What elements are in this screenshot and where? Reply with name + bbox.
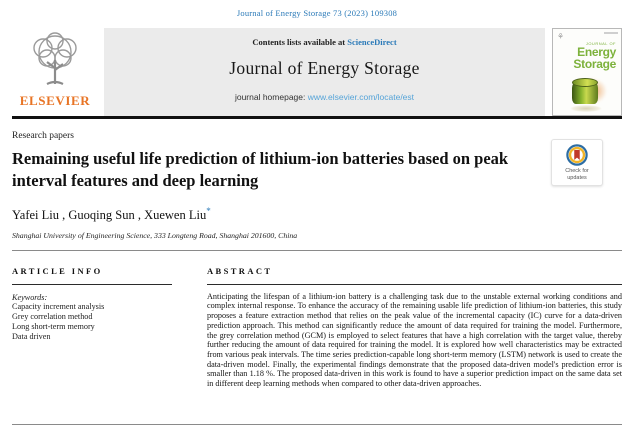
cover-issue-text	[604, 32, 618, 34]
authors-line: Yafei Liu , Guoqing Sun , Xuewen Liu*	[12, 206, 622, 223]
abstract-heading: ABSTRACT	[207, 265, 273, 276]
article-type-label: Research papers	[12, 131, 74, 141]
contents-lists-line: Contents lists available at ScienceDirec…	[104, 37, 545, 47]
check-for-updates-button[interactable]: Check for updates	[551, 139, 603, 186]
cover-journal-of-label: JOURNAL OF	[585, 41, 616, 46]
abstract-rule	[207, 283, 622, 285]
cover-publisher-icon: ⚘	[557, 32, 565, 41]
keyword-item: Grey correlation method	[12, 312, 93, 322]
elsevier-tree-icon	[33, 32, 77, 85]
article-info-heading: ARTICLE INFO	[12, 265, 103, 276]
homepage-url-link[interactable]: www.elsevier.com/locate/est	[307, 92, 415, 102]
homepage-prefix: journal homepage:	[234, 92, 308, 102]
corresponding-author-marker[interactable]: *	[206, 205, 211, 216]
author-names: Yafei Liu , Guoqing Sun , Xuewen Liu	[12, 207, 207, 222]
contents-lists-prefix: Contents lists available at	[252, 37, 348, 47]
keyword-item: Long short-term memory	[12, 322, 95, 332]
keywords-block: Keywords: Capacity increment analysis Gr…	[12, 293, 190, 342]
cover-title-line1: Energy	[577, 45, 616, 59]
title-block-divider	[12, 249, 622, 251]
page-bottom-divider	[12, 424, 622, 425]
paper-title: Remaining useful life prediction of lith…	[12, 149, 509, 191]
sciencedirect-link[interactable]: ScienceDirect	[347, 37, 397, 47]
cover-title-block: JOURNAL OF Energy Storage	[553, 41, 621, 71]
article-info-column: ARTICLE INFO Keywords: Capacity incremen…	[12, 266, 190, 389]
journal-header: ELSEVIER Contents lists available at Sci…	[12, 28, 622, 116]
abstract-column: ABSTRACT Anticipating the lifespan of a …	[207, 266, 622, 389]
keyword-item: Capacity increment analysis	[12, 302, 105, 312]
keywords-label: Keywords:	[12, 292, 48, 302]
homepage-line: journal homepage: www.elsevier.com/locat…	[104, 92, 545, 102]
cover-battery-graphic	[569, 76, 607, 112]
keyword-item: Data driven	[12, 331, 51, 341]
cover-title-line2: Storage	[573, 57, 616, 71]
check-for-updates-label: Check for updates	[565, 167, 589, 181]
journal-citation: Journal of Energy Storage 73 (2023) 1093…	[236, 8, 398, 18]
journal-cover-thumbnail[interactable]: ⚘ JOURNAL OF Energy Storage	[552, 28, 622, 116]
info-abstract-columns: ARTICLE INFO Keywords: Capacity incremen…	[12, 266, 622, 389]
check-for-updates-icon	[566, 144, 588, 166]
affiliation-line: Shanghai University of Engineering Scien…	[12, 230, 298, 240]
elsevier-wordmark: ELSEVIER	[19, 93, 91, 108]
abstract-text: Anticipating the lifespan of a lithium-i…	[207, 291, 622, 389]
journal-title: Journal of Energy Storage	[229, 58, 420, 78]
elsevier-logo: ELSEVIER	[12, 28, 98, 116]
journal-banner: Contents lists available at ScienceDirec…	[104, 28, 545, 116]
header-divider	[12, 116, 622, 119]
article-info-rule	[12, 283, 172, 285]
